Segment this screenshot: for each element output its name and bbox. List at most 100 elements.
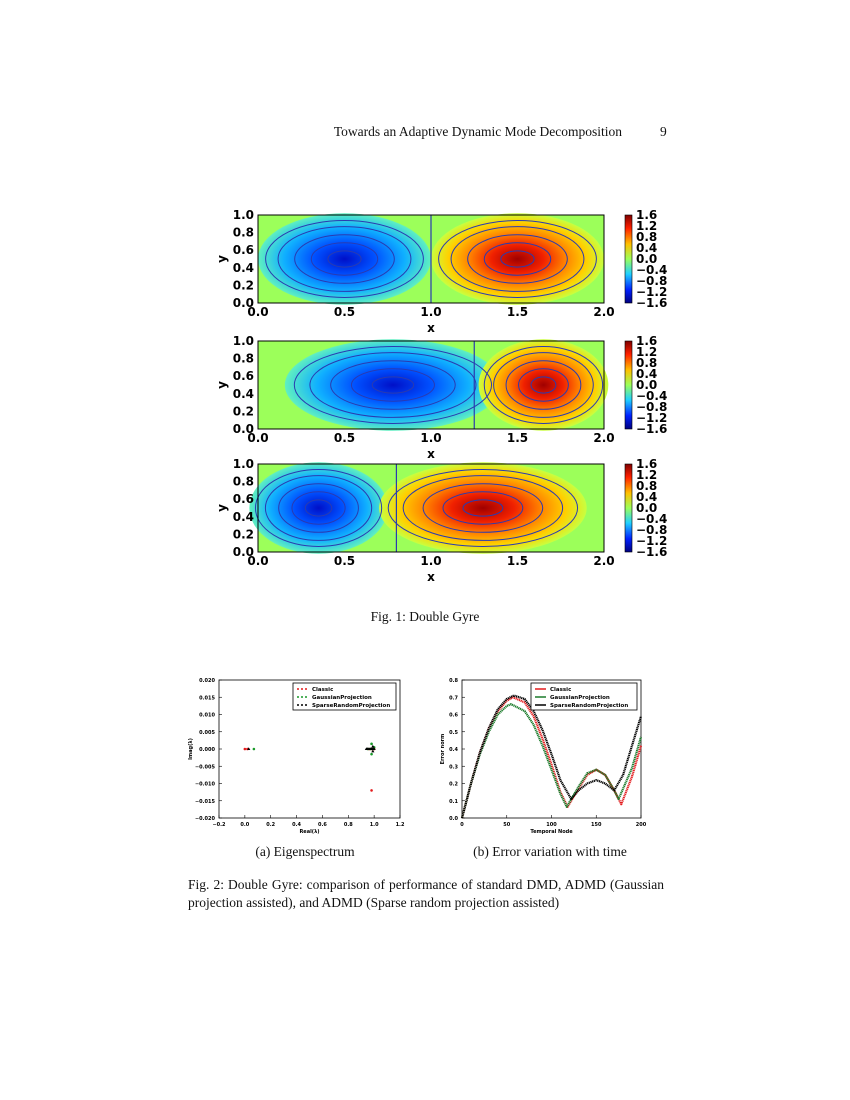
colorbar-tick-label: 0.0 [636, 252, 657, 266]
figure-1-caption: Fig. 1: Double Gyre [370, 609, 480, 624]
x-tick-label: 0.0 [247, 431, 268, 445]
streamline [493, 352, 594, 418]
series-sparserandomprojection [247, 744, 376, 753]
x-tick-label: 0.5 [334, 305, 355, 319]
colorbar-tick-label: −0.8 [636, 523, 667, 537]
y-tick-label: 0.7 [449, 695, 458, 701]
y-tick-label: 0.2 [449, 782, 458, 788]
streamline [291, 491, 346, 525]
legend-marker [297, 704, 299, 706]
x-tick-label: 200 [636, 822, 647, 828]
x-tick-label: 0.5 [334, 554, 355, 568]
streamline [327, 250, 362, 268]
y-tick-label: 0.4 [233, 261, 254, 275]
y-tick-label: −0.005 [195, 764, 216, 770]
y-tick-label: 0.6 [233, 369, 254, 383]
y-tick-label: 0.8 [233, 352, 254, 366]
colorbar-tick-label: 1.6 [636, 334, 657, 348]
error-variation-chart: 0 50 100 150 200 0.8 0.7 0.6 0.5 0.4 0.3 0.2 0.1 0.0 T… [440, 678, 647, 835]
streamline [450, 226, 585, 292]
legend-marker [301, 696, 303, 698]
y-tick-label: 0.0 [233, 422, 254, 436]
colorbar-tick-label: 1.2 [636, 219, 657, 233]
streamline [254, 469, 383, 547]
streamline [530, 376, 557, 394]
colorbar-tick-label: −1.6 [636, 422, 667, 436]
y-axis-label: Imag(λ) [188, 738, 194, 760]
streamline [277, 226, 412, 292]
streamline [467, 234, 568, 284]
colorbar-tick-label: 0.4 [636, 490, 657, 504]
figure-1-double-gyre: 0.0 0.5 1.0 1.5 2.01.00.80.60.40.20.0xy1.61.… [215, 208, 667, 584]
colorbar [624, 463, 633, 553]
colorbar-tick-label: −1.6 [636, 296, 667, 310]
legend-marker [305, 704, 307, 706]
x-tick-label: 0.4 [292, 822, 301, 828]
contour-panel-1: 0.0 0.5 1.0 1.5 2.0 1.0 0.8 0.6 0.4 0.2 0.0 x y 1.61.… [215, 208, 667, 335]
high-vorticity-gyre [431, 213, 604, 305]
panel-frame [257, 463, 605, 553]
y-tick-label: 0.015 [199, 695, 215, 701]
streamline [442, 491, 524, 525]
y-tick-label: 0.3 [449, 764, 458, 770]
series-line [460, 694, 643, 819]
colorbar-tick-label: −0.8 [636, 274, 667, 288]
legend-box [530, 682, 638, 711]
colorbar-tick-label: 1.2 [636, 345, 657, 359]
streamline [483, 242, 552, 276]
y-tick-label: 0.0 [233, 545, 254, 559]
data-point [372, 747, 376, 750]
y-tick-label: 0.2 [233, 404, 254, 418]
y-tick-label: 0.6 [233, 243, 254, 257]
x-tick-label: 1.0 [420, 554, 441, 568]
colorbar-tick-label: 0.0 [636, 378, 657, 392]
subcaption-b: (b) Error variation with time [473, 844, 627, 859]
colorbar-tick-label: −0.4 [636, 263, 667, 277]
x-tick-label: 1.5 [507, 554, 528, 568]
legend-marker [297, 688, 299, 690]
y-tick-label: 0.4 [233, 387, 254, 401]
y-tick-label: 1.0 [233, 208, 254, 222]
y-axis-label: Error norm [440, 734, 446, 765]
x-axis-label: x [427, 321, 435, 335]
y-tick-label: 0.005 [199, 730, 215, 736]
colorbar-tick-label: −1.6 [636, 545, 667, 559]
y-tick-label: 0.2 [233, 527, 254, 541]
colorbar-tick-label: 0.8 [636, 356, 657, 370]
colorbar-tick-label: −0.8 [636, 400, 667, 414]
streamline [278, 483, 359, 533]
y-tick-label: −0.020 [195, 816, 216, 822]
x-axis-label: x [427, 570, 435, 584]
x-tick-label: 1.5 [507, 305, 528, 319]
data-point [243, 747, 247, 751]
y-tick-label: 0.6 [233, 492, 254, 506]
y-axis-label: y [215, 504, 229, 512]
colorbar-tick-label: 0.4 [636, 367, 657, 381]
y-axis-label: y [215, 255, 229, 263]
legend-label: Classic [312, 687, 333, 693]
x-tick-label: 1.0 [420, 305, 441, 319]
data-point [370, 789, 373, 792]
x-axis-label: x [427, 447, 435, 461]
colorbar-tick-label: 1.2 [636, 468, 657, 482]
streamline [402, 475, 564, 541]
y-tick-label: 0.0 [233, 296, 254, 310]
legend-label: SparseRandomProjection [312, 703, 390, 709]
data-point [371, 749, 375, 753]
colorbar-tick-label: −0.4 [636, 512, 667, 526]
x-tick-label: 0.2 [266, 822, 275, 828]
colorbar-tick-label: −1.2 [636, 411, 667, 425]
colorbar-tick-label: −1.2 [636, 285, 667, 299]
streamline [462, 499, 504, 517]
data-point [370, 742, 373, 746]
legend-marker [297, 696, 299, 698]
streamline [505, 360, 582, 410]
y-tick-label: 0.2 [233, 278, 254, 292]
series-sparserandomprojection [460, 694, 643, 819]
high-vorticity-gyre [478, 339, 609, 431]
legend: Classic GaussianProjection SparseRandomPro… [292, 682, 397, 711]
legend-box [292, 682, 397, 711]
y-tick-label: 1.0 [233, 334, 254, 348]
colorbar-tick-label: 1.6 [636, 457, 657, 471]
